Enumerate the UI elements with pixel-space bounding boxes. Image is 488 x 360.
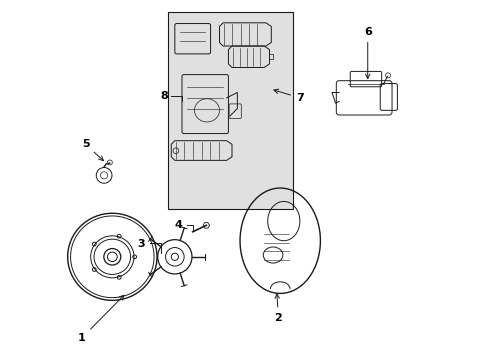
Text: 4: 4 (174, 220, 182, 230)
Text: 8: 8 (160, 91, 167, 101)
Text: 1: 1 (78, 295, 123, 343)
Text: 5: 5 (81, 139, 103, 161)
Text: 2: 2 (274, 294, 282, 323)
Text: 3: 3 (137, 239, 144, 249)
Text: 7: 7 (273, 89, 303, 103)
FancyBboxPatch shape (167, 12, 292, 208)
Text: 6: 6 (363, 27, 371, 78)
